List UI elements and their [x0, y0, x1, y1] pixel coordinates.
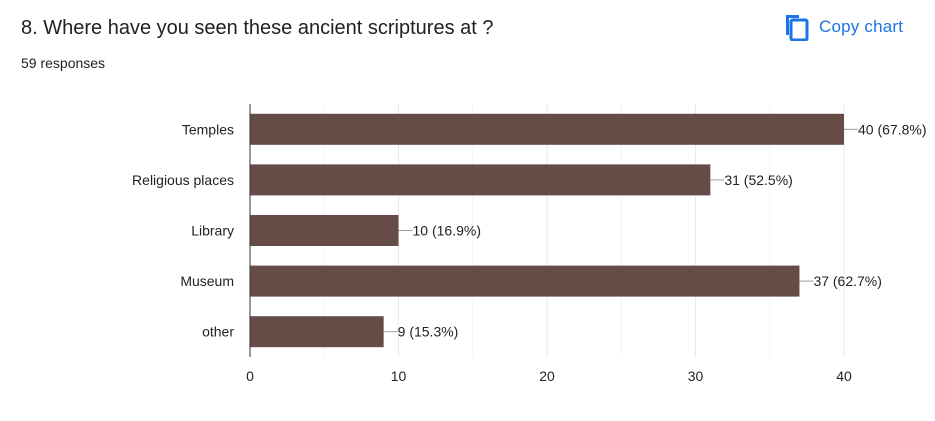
response-count: 59 responses: [21, 55, 106, 71]
bar: [250, 316, 384, 348]
bar: [250, 113, 844, 145]
copy-chart-button[interactable]: Copy chart: [783, 12, 903, 42]
category-label: Religious places: [132, 172, 234, 188]
bar: [250, 164, 711, 196]
bar: [250, 265, 800, 297]
data-label: 31 (52.5%): [724, 172, 792, 188]
data-label: 37 (62.7%): [813, 273, 881, 289]
x-tick-label: 0: [246, 368, 254, 384]
category-label: Library: [191, 223, 234, 239]
data-label: 10 (16.9%): [413, 223, 481, 239]
x-tick-label: 30: [688, 368, 704, 384]
category-label: Temples: [182, 121, 234, 137]
bar: [250, 215, 399, 246]
question-title: 8. Where have you seen these ancient scr…: [21, 17, 494, 39]
category-label: other: [202, 324, 234, 340]
data-label: 9 (15.3%): [398, 324, 459, 340]
copy-icon: [783, 13, 809, 42]
x-tick-label: 20: [539, 368, 555, 384]
x-tick-label: 10: [391, 368, 407, 384]
data-label: 40 (67.8%): [858, 121, 926, 137]
copy-chart-label: Copy chart: [819, 17, 904, 36]
category-label: Museum: [180, 273, 234, 289]
x-tick-label: 40: [836, 368, 852, 384]
